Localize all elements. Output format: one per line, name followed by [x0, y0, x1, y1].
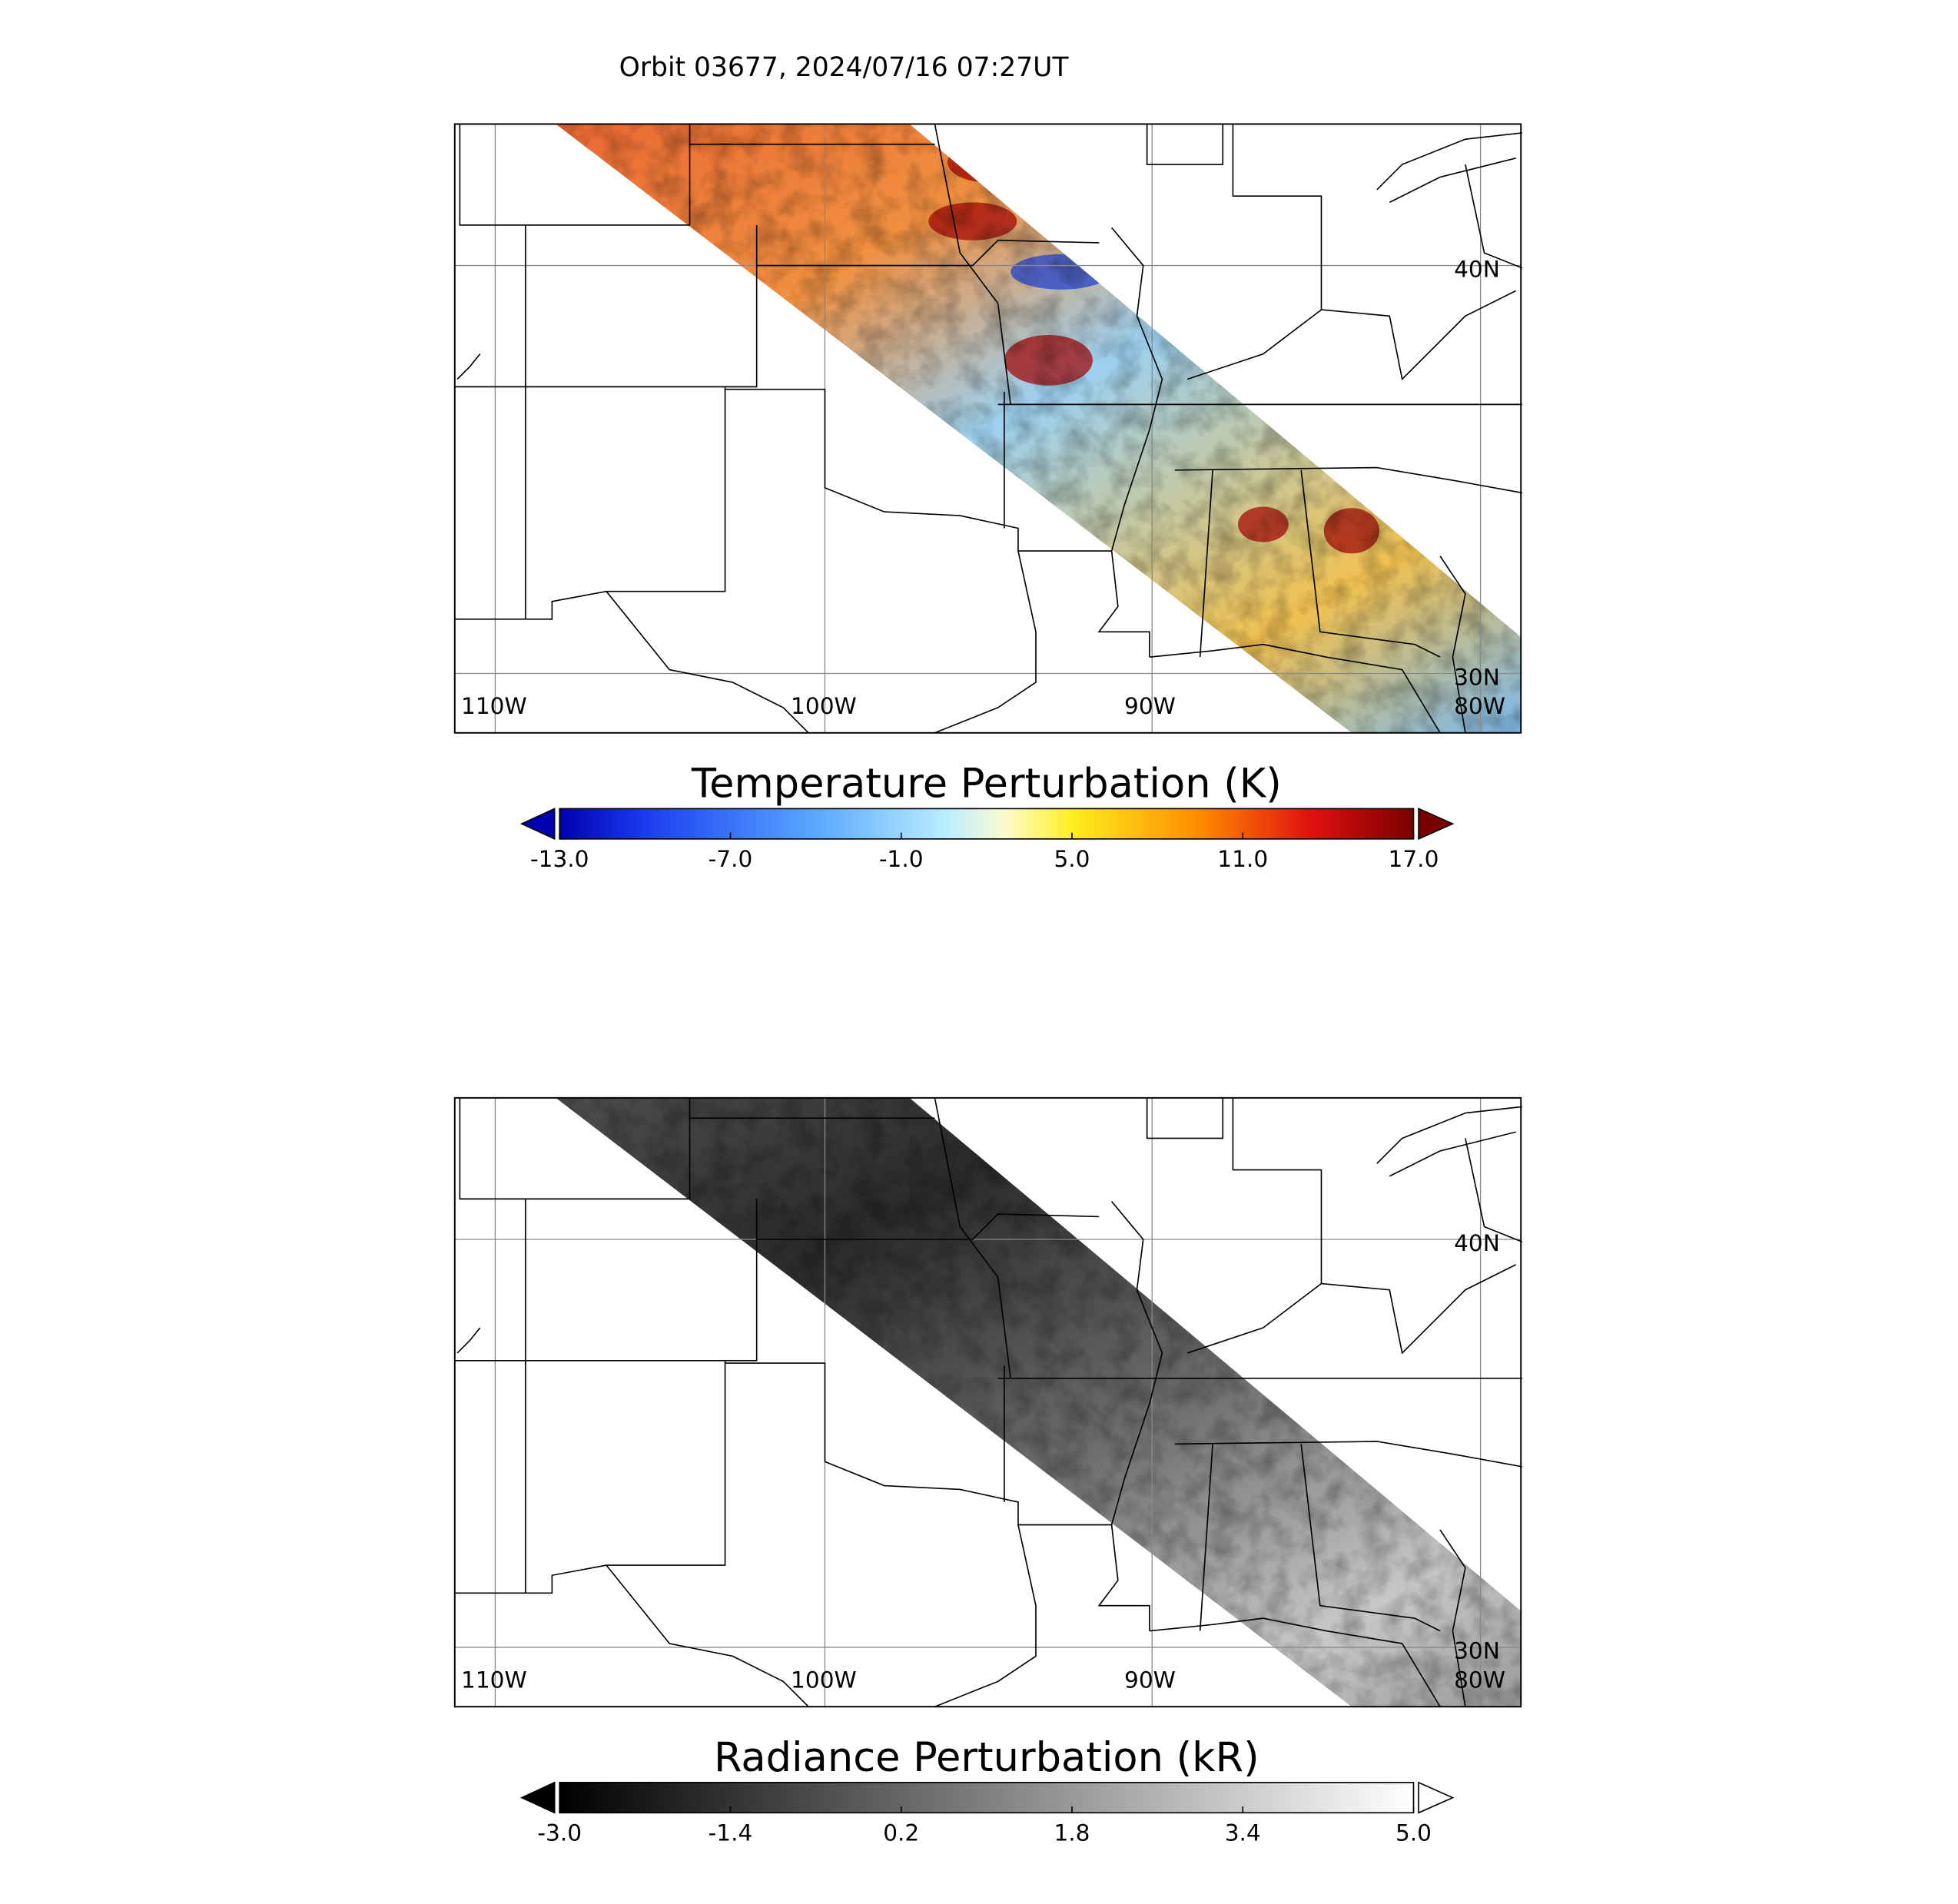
colorbar: [559, 808, 1415, 840]
colorbar-title: Radiance Perturbation (kR): [714, 1734, 1259, 1781]
colorbar-tick-label: -1.0: [879, 846, 924, 872]
colorbar-tick-label: 1.8: [1054, 1819, 1090, 1846]
lat-label: 30N: [1454, 664, 1500, 690]
map-frame: [453, 123, 1522, 734]
colorbar-tick-label: -3.0: [537, 1819, 582, 1846]
lon-label: 80W: [1454, 693, 1505, 719]
lat-label: 30N: [1454, 1638, 1500, 1664]
colorbar-tick-label: -7.0: [709, 846, 753, 872]
colorbar-tick-label: 5.0: [1054, 846, 1090, 872]
lon-label: 80W: [1454, 1667, 1505, 1693]
colorbar-tick-label: 11.0: [1217, 846, 1268, 872]
map-panel: 110W 100W 90W 80W 40N 30N Radiance Perturbatio…: [453, 1096, 1523, 1846]
map-frame: [453, 1096, 1522, 1708]
lon-label: 110W: [461, 693, 527, 719]
colorbar-tick-label: 17.0: [1389, 846, 1439, 872]
lon-label: 110W: [461, 1667, 527, 1693]
colorbar-extend-low: [519, 1781, 556, 1814]
colorbar-title: Temperature Perturbation (K): [691, 761, 1282, 808]
lat-label: 40N: [1454, 256, 1500, 282]
colorbar-tick-label: 5.0: [1395, 1819, 1432, 1846]
lon-label: 90W: [1124, 1667, 1176, 1693]
colorbar: [559, 1782, 1415, 1814]
colorbar-extend-low: [519, 808, 556, 841]
colorbar-extend-high: [1418, 1781, 1455, 1814]
colorbar-tick-label: -1.4: [709, 1819, 753, 1846]
lon-label: 100W: [791, 1667, 857, 1693]
colorbar-extend-high: [1418, 808, 1455, 841]
colorbar-tick-label: 0.2: [883, 1819, 919, 1846]
lon-label: 90W: [1124, 693, 1176, 719]
colorbar-tick-label: -13.0: [530, 846, 589, 872]
map-panel: 110W 100W 90W 80W 40N 30N Temperature Perturba…: [453, 123, 1523, 872]
lon-label: 100W: [791, 693, 857, 719]
colorbar-tick-label: 3.4: [1225, 1819, 1261, 1846]
figure-title: Orbit 03677, 2024/07/16 07:27UT: [619, 52, 1070, 83]
lat-label: 40N: [1454, 1230, 1500, 1256]
